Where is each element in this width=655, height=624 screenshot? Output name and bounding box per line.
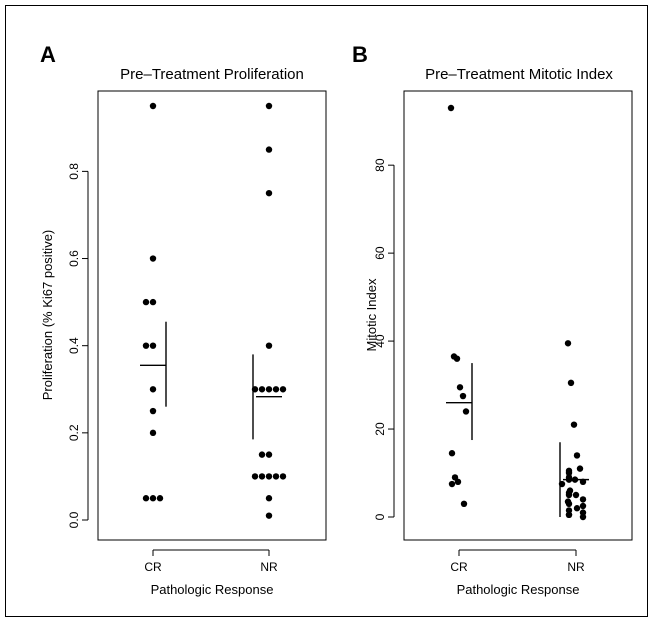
data-point [565,491,573,499]
data-point [251,473,259,480]
panel-a-x-axis: CR NR [144,549,278,574]
panel-b-summary [446,363,589,517]
panel-b-x-axis: CR NR [450,549,585,574]
data-point [456,384,464,391]
data-point [459,392,467,400]
data-point [579,509,587,516]
data-point [149,342,157,349]
data-point [462,408,470,415]
data-point [142,298,150,306]
data-point [149,102,157,110]
panel-a-letter: A [40,42,56,67]
data-point [265,342,273,349]
data-point [576,465,584,472]
data-point [149,386,157,393]
y-tick-label: 20 [373,422,387,436]
data-point [142,342,150,349]
y-tick-label: 60 [373,246,387,260]
data-point [149,429,157,437]
data-point [258,451,266,458]
y-tick-label: 0.4 [67,337,81,354]
data-point [258,473,266,480]
data-point [265,495,273,502]
y-tick-label: 80 [373,158,387,172]
data-point [570,421,578,428]
data-point [149,255,157,262]
data-point [565,507,573,514]
panel-a-ylabel: Proliferation (% Ki67 positive) [40,230,55,401]
panel-a-points [142,102,287,519]
x-tick-label: NR [260,560,278,574]
data-point [279,386,287,393]
data-point [454,478,462,486]
data-point [272,386,280,393]
panel-a-y-axis: 0.0 0.2 0.4 0.6 0.8 [67,163,89,528]
data-point [579,513,587,521]
data-point [448,480,456,488]
y-tick-label: 0.0 [67,511,81,528]
y-tick-label: 40 [373,334,387,348]
data-point [453,355,461,362]
data-point [572,491,580,499]
data-point [142,495,150,502]
data-point [565,500,573,508]
x-tick-label: NR [567,560,585,574]
panel-a: A Pre–Treatment Proliferation 0.00.20.40… [40,42,327,597]
data-point [265,473,273,480]
data-point [447,104,455,112]
data-point [567,379,575,387]
panel-b-ylabel: Mitotic Index [364,278,379,351]
panel-b-title: Pre–Treatment Mitotic Index [425,66,613,83]
data-point [564,340,572,347]
panel-a-xlabel: Pathologic Response [151,582,274,597]
data-point [272,473,280,480]
data-point [265,512,273,519]
data-point [265,386,273,393]
data-point [573,452,581,459]
panel-b: B Pre–Treatment Mitotic Index 020406080 … [352,42,633,597]
data-point [579,496,587,503]
y-tick-label: 0.2 [67,424,81,441]
data-point [460,500,468,508]
data-point [149,495,157,502]
data-point [579,502,587,510]
panel-a-plot-box [97,90,327,541]
data-point [279,473,287,480]
panel-b-letter: B [352,42,368,67]
y-tick-label: 0 [373,513,387,520]
panel-b-xlabel: Pathologic Response [457,582,580,597]
data-point [265,146,273,153]
panel-b-plot-box [403,90,633,541]
y-tick-label: 0.6 [67,250,81,267]
data-point [258,386,266,393]
x-tick-label: CR [144,560,162,574]
x-tick-label: CR [450,560,468,574]
data-point [448,450,456,457]
data-point [265,189,273,197]
data-point [265,451,273,458]
panel-b-y-axis: 0 20 40 60 80 [373,158,395,520]
panel-b-points [447,104,587,521]
data-point [156,495,164,502]
data-point [565,469,573,477]
data-point [565,511,573,519]
data-point [265,102,273,110]
data-point [573,505,581,512]
data-point [149,298,157,306]
data-point [149,407,157,415]
y-tick-label: 0.8 [67,163,81,180]
panel-a-title: Pre–Treatment Proliferation [120,66,304,83]
panel-a-summary [140,321,282,440]
